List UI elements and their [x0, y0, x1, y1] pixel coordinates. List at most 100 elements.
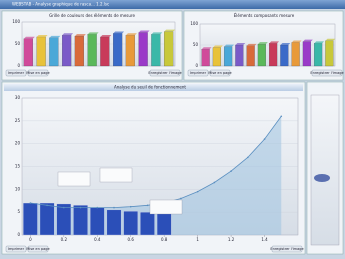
- y-tick-label: 50: [193, 42, 199, 47]
- bar-top: [269, 41, 280, 44]
- tooltip: [149, 199, 183, 215]
- x-tick-label: 1: [196, 237, 199, 242]
- panel-header: [4, 84, 303, 91]
- bar-top: [138, 30, 150, 33]
- bar-top: [291, 40, 302, 43]
- button[interactable]: [311, 69, 343, 77]
- bar-top: [257, 42, 268, 45]
- button-label[interactable]: Enregistrer l'image: [148, 71, 181, 75]
- y-tick-label: 5: [17, 209, 20, 214]
- x-tick-label: 0.8: [161, 237, 168, 242]
- gauge-marker: [314, 174, 330, 182]
- window-title: WEBSTAB - Analyse graphique de rasca... …: [12, 2, 109, 7]
- bar: [246, 45, 255, 67]
- bar-top: [224, 44, 235, 47]
- point: [180, 197, 182, 200]
- bar: [39, 202, 55, 236]
- bar: [49, 37, 59, 67]
- button[interactable]: [187, 69, 209, 77]
- bar: [280, 44, 289, 67]
- x-tick-label: 1.4: [261, 237, 268, 242]
- bar-top: [125, 33, 137, 36]
- bar-top: [62, 33, 74, 36]
- bar: [224, 46, 233, 67]
- y-tick-label: 100: [190, 21, 198, 26]
- bar: [87, 34, 97, 67]
- x-tick-label: 0.4: [94, 237, 101, 242]
- bar: [36, 36, 46, 67]
- bar: [125, 35, 135, 67]
- bar: [73, 205, 88, 236]
- y-tick-label: 0: [17, 63, 20, 68]
- button[interactable]: [5, 69, 27, 77]
- bar: [269, 43, 278, 67]
- button-label[interactable]: Mise en page: [26, 71, 49, 75]
- y-tick-label: 0: [17, 232, 20, 237]
- point: [196, 190, 199, 193]
- side-gauge: [310, 94, 340, 246]
- button-label[interactable]: Imprimer: [190, 71, 207, 75]
- chart-title: Analyse du seuil de fonctionnement: [114, 85, 186, 90]
- bar: [74, 35, 84, 67]
- bar-top: [280, 43, 291, 45]
- bar: [314, 43, 323, 67]
- point: [96, 206, 99, 209]
- bar: [113, 33, 123, 67]
- y-tick-label: 20: [15, 141, 21, 146]
- y-tick-label: 15: [15, 164, 21, 169]
- title-bar: [0, 0, 345, 9]
- bar: [235, 44, 244, 67]
- point: [113, 206, 115, 209]
- bar-top: [314, 41, 325, 44]
- button[interactable]: [27, 245, 49, 253]
- bar-top: [36, 34, 48, 37]
- point: [79, 206, 82, 209]
- bar-top: [23, 36, 35, 39]
- bar-top: [164, 29, 176, 32]
- bar-top: [325, 38, 336, 41]
- y-tick-label: 50: [15, 41, 21, 46]
- point: [129, 205, 132, 208]
- bar: [62, 35, 72, 67]
- button-label[interactable]: Imprimer: [8, 71, 25, 75]
- point: [213, 181, 216, 184]
- y-tick-label: 100: [12, 19, 20, 24]
- y-tick-label: 25: [15, 118, 21, 123]
- button[interactable]: [271, 245, 303, 253]
- bar: [156, 212, 172, 236]
- bar-top: [49, 35, 61, 38]
- bar: [212, 47, 221, 67]
- button[interactable]: [5, 245, 27, 253]
- tooltip: [99, 167, 133, 183]
- bar: [164, 31, 174, 67]
- x-tick-label: 0.2: [61, 237, 68, 242]
- button-label[interactable]: Mise en page: [26, 247, 49, 251]
- button[interactable]: [149, 69, 181, 77]
- button-label[interactable]: Mise en page: [208, 71, 231, 75]
- bar-top: [201, 47, 212, 50]
- bar: [257, 44, 266, 67]
- bar: [138, 32, 148, 67]
- point: [146, 204, 149, 207]
- bar: [302, 41, 311, 67]
- bar: [123, 211, 138, 236]
- point: [46, 204, 48, 207]
- point: [280, 115, 283, 118]
- point: [29, 202, 32, 204]
- bar: [23, 202, 38, 236]
- y-tick-label: 30: [15, 95, 21, 100]
- bar: [151, 34, 161, 67]
- point: [230, 170, 232, 172]
- button-label[interactable]: Enregistrer l'image: [310, 71, 343, 75]
- area: [30, 116, 282, 235]
- button[interactable]: [209, 69, 231, 77]
- bar: [23, 38, 33, 67]
- bar-top: [235, 43, 246, 45]
- bar-top: [100, 34, 112, 37]
- button-label[interactable]: Imprimer: [8, 247, 25, 251]
- bar-top: [74, 34, 86, 37]
- button-label[interactable]: Enregistrer l'image: [270, 247, 303, 251]
- bar-top: [302, 39, 313, 42]
- button[interactable]: [27, 69, 49, 77]
